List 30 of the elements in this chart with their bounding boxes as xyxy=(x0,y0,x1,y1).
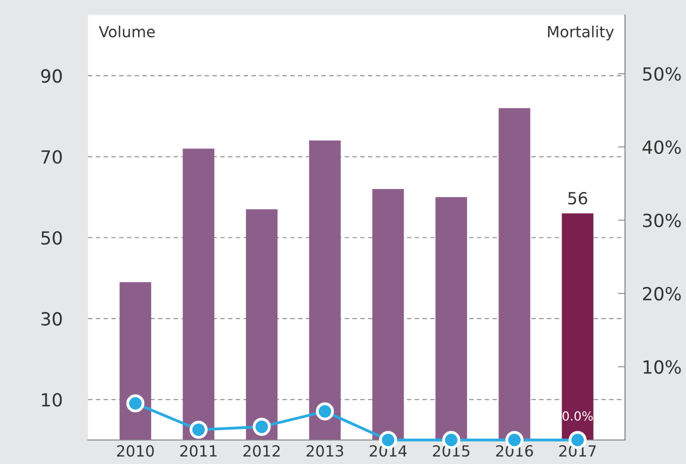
data-label: 56 xyxy=(568,192,588,205)
y2-tick-label: 40% xyxy=(642,140,681,154)
y-tick-label: 30 xyxy=(41,312,62,326)
bar xyxy=(120,282,152,440)
x-tick-label: 2010 xyxy=(117,445,154,457)
y2-tick-label: 30% xyxy=(643,214,681,228)
y2-axis-title: Mortality xyxy=(548,26,614,40)
bar xyxy=(182,148,214,440)
point xyxy=(252,418,271,436)
bar xyxy=(435,197,468,440)
y-axis-title: Volume xyxy=(98,26,155,38)
y-tick-label: 90 xyxy=(41,69,62,83)
x-tick-label: 2011 xyxy=(180,445,217,457)
bar xyxy=(498,108,530,440)
y2-tick-label: 10% xyxy=(644,360,681,374)
y-tick-label: 50 xyxy=(41,231,62,245)
y2-tick-label: 20% xyxy=(642,286,681,301)
x-tick-label: 2012 xyxy=(243,445,280,457)
x-tick-label: 2013 xyxy=(306,445,344,457)
point xyxy=(126,394,144,412)
point xyxy=(316,402,334,420)
bar xyxy=(372,189,404,440)
data-label: 0.0% xyxy=(562,411,593,421)
y-tick-label: 70 xyxy=(42,150,62,164)
point xyxy=(190,420,208,439)
bar xyxy=(309,140,341,440)
bar xyxy=(562,213,594,440)
y-tick-label: 10 xyxy=(42,392,62,407)
y2-tick-label: 50% xyxy=(643,67,681,81)
bar xyxy=(246,209,278,440)
